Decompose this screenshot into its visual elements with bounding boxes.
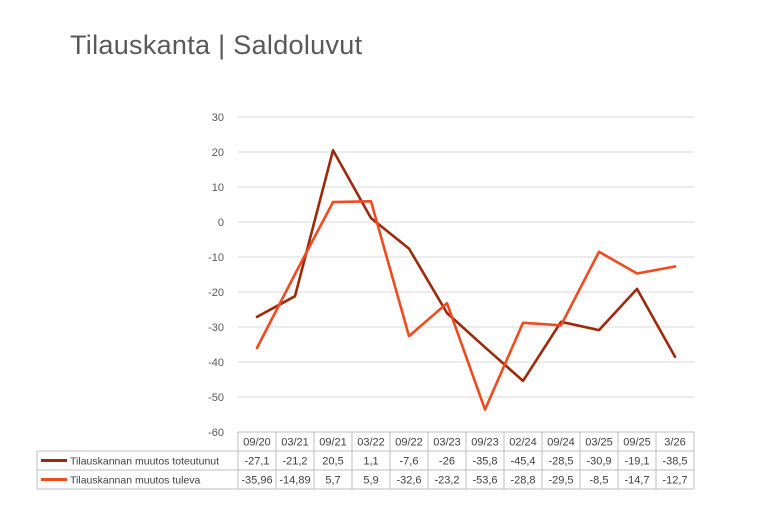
category-label: 09/22 <box>395 437 423 449</box>
y-tick-label: -30 <box>208 322 224 334</box>
y-tick-label: -20 <box>208 287 224 299</box>
data-label: -35,96 <box>241 475 272 487</box>
series-line <box>255 200 677 411</box>
y-tick-label: -60 <box>208 427 224 439</box>
category-label: 09/20 <box>243 437 271 449</box>
data-label: -28,5 <box>548 456 573 468</box>
y-tick-label: 10 <box>212 182 224 194</box>
data-label: -53,6 <box>472 475 497 487</box>
y-axis: 30 20 10 0 -10 -20 -30 -40 -50 -60 <box>208 112 224 439</box>
data-label: 5,7 <box>325 475 340 487</box>
data-label: -19,1 <box>624 456 649 468</box>
category-label: 03/23 <box>433 437 461 449</box>
legend-label: Tilauskannan muutos toteutunut <box>70 456 219 468</box>
category-label: 09/21 <box>319 437 347 449</box>
series-line <box>255 149 677 383</box>
y-tick-label: 20 <box>212 147 224 159</box>
data-label: -21,2 <box>282 456 307 468</box>
data-label: 5,9 <box>363 475 378 487</box>
data-label: -38,5 <box>662 456 687 468</box>
data-label: -45,4 <box>510 456 535 468</box>
data-label: -12,7 <box>662 475 687 487</box>
y-tick-label: 0 <box>218 217 224 229</box>
y-tick-label: -10 <box>208 252 224 264</box>
y-tick-label: -40 <box>208 357 224 369</box>
chart-title: Tilauskanta | Saldoluvut <box>70 30 363 60</box>
data-label: -7,6 <box>400 456 419 468</box>
category-label: 02/24 <box>509 437 537 449</box>
data-label: -30,9 <box>586 456 611 468</box>
legend-label: Tilauskannan muutos tuleva <box>70 475 201 487</box>
gridlines <box>238 116 694 433</box>
y-tick-label: -50 <box>208 392 224 404</box>
data-label: -14,89 <box>279 475 310 487</box>
data-table: 09/20 03/21 09/21 03/22 09/22 03/23 09/23 02/24… <box>36 431 695 490</box>
data-label: 1,1 <box>363 456 378 468</box>
data-label: -29,5 <box>548 475 573 487</box>
data-label: -8,5 <box>590 475 609 487</box>
y-tick-label: 30 <box>212 112 224 124</box>
data-label: -26 <box>439 456 455 468</box>
data-label: -14,7 <box>624 475 649 487</box>
data-label: -27,1 <box>244 456 269 468</box>
data-label: -32,6 <box>396 475 421 487</box>
category-label: 03/21 <box>281 437 309 449</box>
category-label: 09/24 <box>547 437 575 449</box>
category-label: 09/23 <box>471 437 499 449</box>
series-lines <box>255 149 677 411</box>
data-label: -35,8 <box>472 456 497 468</box>
data-label: -28,8 <box>510 475 535 487</box>
category-label: 09/25 <box>623 437 651 449</box>
data-label: 20,5 <box>322 456 343 468</box>
category-label: 3/26 <box>664 437 685 449</box>
category-label: 03/22 <box>357 437 385 449</box>
data-label: -23,2 <box>434 475 459 487</box>
category-label: 03/25 <box>585 437 613 449</box>
